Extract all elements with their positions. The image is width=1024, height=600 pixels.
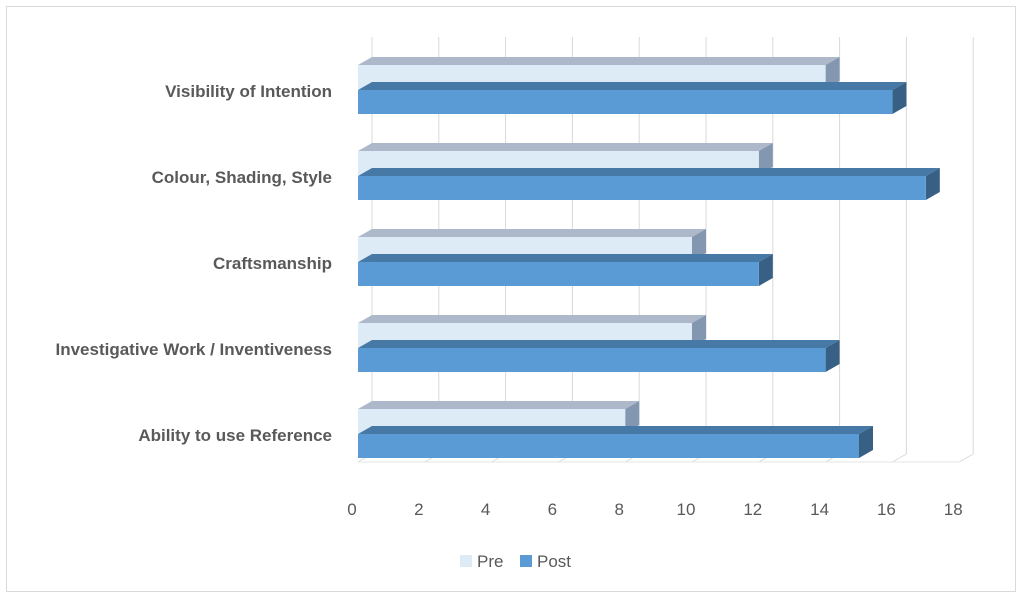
bar-side-post — [925, 168, 940, 200]
bar-top-post — [358, 82, 907, 90]
bar-post — [358, 434, 859, 458]
legend-label-post: Post — [537, 552, 571, 571]
bar-top-pre — [358, 143, 773, 151]
category-label: Craftsmanship — [213, 254, 332, 273]
bar-top-post — [358, 168, 940, 176]
floor-gridline — [958, 453, 974, 463]
bar-top-pre — [358, 57, 840, 65]
bar-top-post — [358, 254, 773, 262]
tick-label: 14 — [810, 500, 829, 519]
bar-post — [358, 262, 759, 286]
tick-label: 2 — [414, 500, 423, 519]
bar-side-pre — [625, 401, 640, 433]
tick-label: 12 — [743, 500, 762, 519]
tick-label: 8 — [614, 500, 623, 519]
category-labels: Visibility of Intention Colour, Shading, … — [55, 82, 332, 445]
bar-post — [358, 348, 826, 372]
bar-side-pre — [692, 229, 706, 261]
bar-top-post — [358, 340, 840, 348]
bar-side-post — [892, 82, 907, 114]
bar-post — [358, 90, 893, 114]
floor-gridline — [892, 453, 907, 463]
category-label: Visibility of Intention — [165, 82, 332, 101]
tick-label: 0 — [347, 500, 356, 519]
bar-side-post — [859, 426, 873, 458]
bar-post — [358, 176, 926, 200]
bars — [358, 57, 940, 458]
bar-side-post — [758, 254, 773, 286]
legend-swatch-post — [520, 555, 532, 567]
tick-labels: 0 2 4 6 8 10 12 14 16 18 — [347, 500, 962, 519]
bar-top-pre — [358, 315, 706, 323]
legend-item-post: Post — [520, 552, 571, 571]
tick-label: 4 — [481, 500, 490, 519]
legend-swatch-pre — [460, 555, 472, 567]
bar-side-pre — [825, 57, 840, 89]
tick-label: 6 — [548, 500, 557, 519]
bar-side-post — [825, 340, 840, 372]
tick-label: 16 — [877, 500, 896, 519]
bar-top-pre — [358, 229, 706, 237]
tick-label: 18 — [944, 500, 963, 519]
tick-label: 10 — [677, 500, 696, 519]
bar-top-pre — [358, 401, 640, 409]
category-label: Colour, Shading, Style — [152, 168, 332, 187]
bar-side-pre — [758, 143, 773, 175]
legend-label-pre: Pre — [477, 552, 503, 571]
bar-top-post — [358, 426, 873, 434]
category-label: Ability to use Reference — [138, 426, 332, 445]
legend-item-pre: Pre — [460, 552, 503, 571]
category-label: Investigative Work / Inventiveness — [55, 340, 332, 359]
bar-side-pre — [692, 315, 706, 347]
legend: Pre Post — [460, 552, 571, 571]
